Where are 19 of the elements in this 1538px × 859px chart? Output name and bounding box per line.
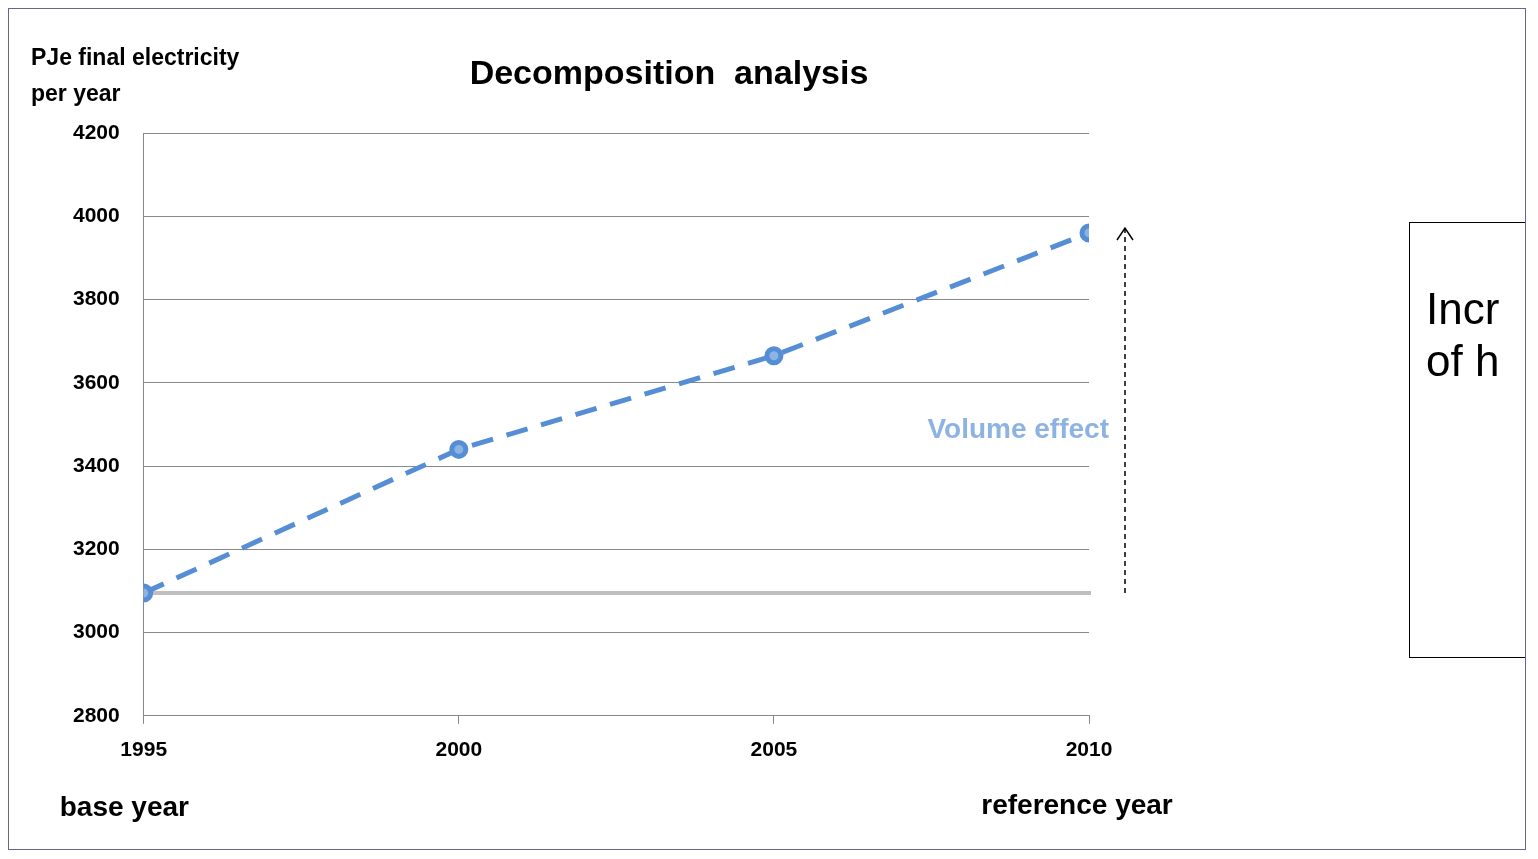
x-tick-label: 2000: [435, 737, 483, 761]
x-tick-label: 2010: [1065, 737, 1113, 761]
text: base year: [59, 790, 190, 822]
x-tick-label: 2005: [750, 737, 798, 761]
text: Incr: [1426, 283, 1501, 335]
y-tick-label: 3000: [73, 619, 120, 643]
y-tick-label: 3400: [73, 452, 120, 476]
y-tick-label: 3600: [73, 369, 120, 393]
y-tick-label: 2800: [73, 702, 120, 726]
text: of h: [1426, 335, 1501, 387]
chart-title: Decomposition analysis: [468, 53, 870, 92]
x-tick-label: 1995: [120, 737, 168, 761]
annotation: Volume effect: [927, 413, 1109, 445]
y-tick-label: 3200: [73, 536, 120, 560]
y-tick-label: 4000: [73, 203, 120, 227]
y-axis-title: PJe final electricity per year: [31, 43, 241, 108]
y-tick-label: 3800: [73, 286, 120, 310]
y-tick-label: 4200: [73, 119, 120, 143]
text: reference year: [981, 788, 1173, 820]
